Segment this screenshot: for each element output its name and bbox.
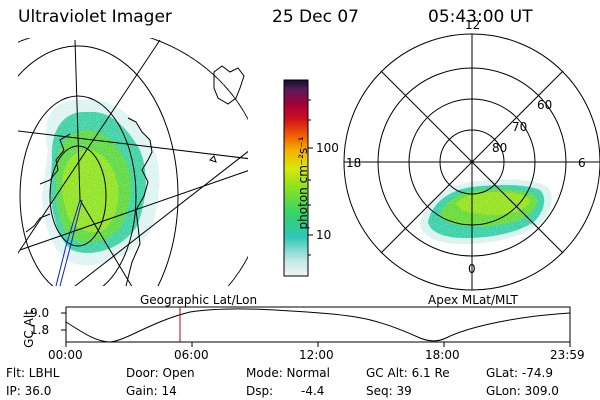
filter-info: Flt: LBHL (6, 366, 60, 380)
mlt-label-0: 0 (468, 262, 476, 276)
ip-info: IP: 36.0 (6, 384, 52, 398)
door-info: Door: Open (126, 366, 195, 380)
colorbar-unit-label: photon cm⁻²s⁻¹ (296, 136, 310, 230)
left-panel-caption: Geographic Lat/Lon (140, 293, 258, 307)
glon-info: GLon: 309.0 (486, 384, 559, 398)
seq-info: Seq: 39 (366, 384, 412, 398)
time-tick-0000: 00:00 (48, 348, 83, 362)
time-tick-2359: 23:59 (550, 348, 585, 362)
time-tick-1200: 12:00 (299, 348, 334, 362)
lat-label-80: 80 (492, 141, 508, 155)
colorbar-tick-100: 100 (316, 141, 339, 155)
date-label: 25 Dec 07 (272, 7, 359, 27)
mlt-label-12: 12 (465, 18, 481, 32)
mlt-label-18: 18 (346, 156, 362, 170)
right-panel-caption: Apex MLat/MLT (428, 293, 518, 307)
gc-alt-info: GC Alt: 6.1 Re (366, 366, 450, 380)
mlt-label-6: 6 (578, 156, 586, 170)
glat-info: GLat: -74.9 (486, 366, 553, 380)
time-tick-1800: 18:00 (425, 348, 460, 362)
altitude-ytick-low: 1.8 (30, 323, 50, 337)
lat-label-60: 60 (537, 98, 553, 112)
mode-info: Mode: Normal (246, 366, 330, 380)
polar-plot (343, 33, 600, 291)
gain-info: Gain: 14 (126, 384, 177, 398)
lat-label-70: 70 (512, 120, 528, 134)
time-tick-0600: 06:00 (174, 348, 209, 362)
dsp-label: Dsp: (246, 384, 274, 398)
instrument-title: Ultraviolet Imager (18, 7, 172, 27)
dsp-value: -4.4 (301, 384, 325, 398)
geographic-map (18, 38, 248, 286)
altitude-ytick-high: 9.0 (30, 306, 50, 320)
time-label: 05:43:00 UT (428, 7, 533, 27)
colorbar (283, 79, 309, 277)
altitude-plot (61, 306, 571, 347)
colorbar-tick-10: 10 (316, 228, 332, 242)
